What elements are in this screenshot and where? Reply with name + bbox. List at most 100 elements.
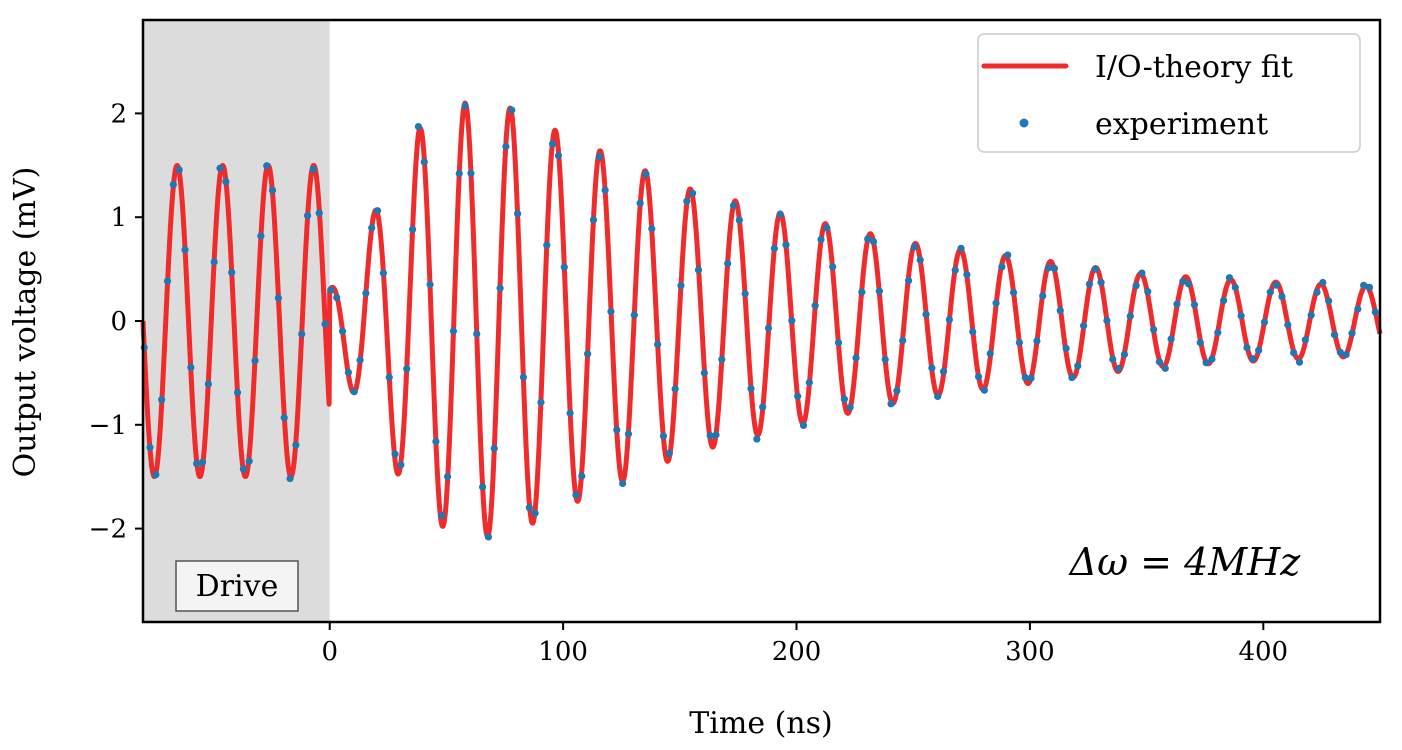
- experiment-point: [1295, 358, 1304, 366]
- experiment-point: [379, 269, 387, 277]
- experiment-point: [438, 511, 446, 519]
- experiment-point: [1039, 292, 1047, 300]
- experiment-point: [1255, 346, 1263, 354]
- experiment-point: [776, 210, 784, 218]
- legend-experiment-swatch: [1019, 118, 1029, 128]
- experiment-point: [1097, 278, 1105, 286]
- legend-fit-label: I/O-theory fit: [1095, 50, 1293, 85]
- experiment-point: [1284, 321, 1292, 329]
- experiment-point: [239, 465, 247, 473]
- x-tick-label: 0: [321, 637, 338, 667]
- experiment-point: [852, 354, 860, 362]
- experiment-point: [467, 169, 475, 177]
- drive-label-box: Drive: [175, 560, 299, 612]
- experiment-point: [928, 364, 936, 372]
- experiment-point: [910, 243, 918, 251]
- experiment-point: [1196, 339, 1204, 347]
- x-axis-label: Time (ns): [689, 706, 832, 741]
- experiment-point: [601, 186, 609, 194]
- experiment-point: [1313, 288, 1321, 296]
- experiment-point: [1144, 288, 1152, 296]
- experiment-point: [671, 385, 679, 393]
- experiment-point: [689, 189, 697, 197]
- experiment-point: [957, 244, 965, 252]
- experiment-point: [1237, 312, 1245, 320]
- experiment-point: [350, 388, 358, 396]
- experiment-point: [1185, 280, 1193, 288]
- experiment-point: [665, 449, 673, 457]
- experiment-point: [1155, 358, 1164, 366]
- experiment-point: [869, 237, 878, 246]
- experiment-point: [391, 450, 399, 458]
- experiment-point: [700, 369, 708, 377]
- experiment-point: [1021, 373, 1029, 382]
- experiment-point: [613, 426, 621, 434]
- experiment-point: [292, 441, 300, 449]
- experiment-point: [986, 349, 994, 358]
- experiment-point: [152, 471, 160, 479]
- experiment-point: [741, 290, 749, 298]
- experiment-point: [1214, 328, 1222, 337]
- experiment-point: [321, 320, 329, 328]
- experiment-point: [992, 299, 1000, 307]
- experiment-point: [362, 289, 370, 297]
- experiment-point: [706, 431, 714, 440]
- experiment-point: [1056, 307, 1064, 315]
- experiment-point: [1360, 281, 1368, 289]
- experiment-point: [1044, 264, 1053, 272]
- experiment-point: [735, 216, 743, 224]
- experiment-point: [478, 483, 487, 491]
- experiment-point: [1208, 355, 1216, 363]
- experiment-point: [490, 444, 498, 453]
- experiment-point: [1161, 364, 1169, 372]
- experiment-point: [694, 266, 703, 274]
- experiment-point: [893, 387, 901, 395]
- experiment-point: [537, 398, 545, 406]
- experiment-point: [764, 324, 773, 332]
- experiment-point: [1325, 297, 1333, 305]
- experiment-point: [881, 355, 889, 364]
- experiment-point: [572, 491, 580, 499]
- experiment-point: [1354, 305, 1362, 313]
- experiment-point: [712, 431, 720, 439]
- experiment-point: [799, 421, 808, 430]
- experiment-point: [508, 106, 516, 114]
- experiment-point: [718, 355, 726, 364]
- experiment-point: [408, 225, 417, 234]
- experiment-point: [729, 201, 738, 210]
- experiment-point: [426, 280, 434, 289]
- experiment-point: [315, 209, 323, 217]
- experiment-point: [1120, 350, 1129, 359]
- experiment-point: [1330, 331, 1339, 339]
- experiment-point: [782, 241, 790, 249]
- y-axis-ticks: −2 −1 0 1 2: [89, 99, 143, 545]
- experiment-point: [222, 178, 230, 186]
- y-tick-label: 0: [110, 307, 127, 337]
- experiment-point: [834, 339, 843, 347]
- experiment-point: [1260, 318, 1269, 326]
- experiment-point: [286, 474, 294, 483]
- experiment-point: [770, 244, 778, 253]
- experiment-point: [403, 365, 411, 373]
- experiment-point: [1336, 348, 1344, 356]
- experiment-point: [543, 241, 551, 249]
- experiment-point: [233, 388, 242, 397]
- experiment-point: [473, 330, 481, 338]
- experiment-point: [823, 224, 831, 232]
- experiment-point: [1132, 282, 1140, 290]
- experiment-point: [1179, 277, 1187, 286]
- experiment-point: [724, 259, 732, 268]
- experiment-point: [654, 340, 662, 348]
- experiment-point: [1015, 338, 1024, 347]
- experiment-point: [1050, 264, 1059, 273]
- experiment-point: [309, 165, 317, 173]
- y-tick-label: −2: [89, 515, 127, 545]
- experiment-point: [420, 158, 428, 166]
- experiment-point: [193, 460, 201, 468]
- experiment-point: [636, 199, 644, 207]
- experiment-point: [1231, 283, 1239, 291]
- experiment-point: [794, 392, 802, 400]
- drive-label: Drive: [196, 569, 279, 604]
- experiment-point: [846, 403, 854, 411]
